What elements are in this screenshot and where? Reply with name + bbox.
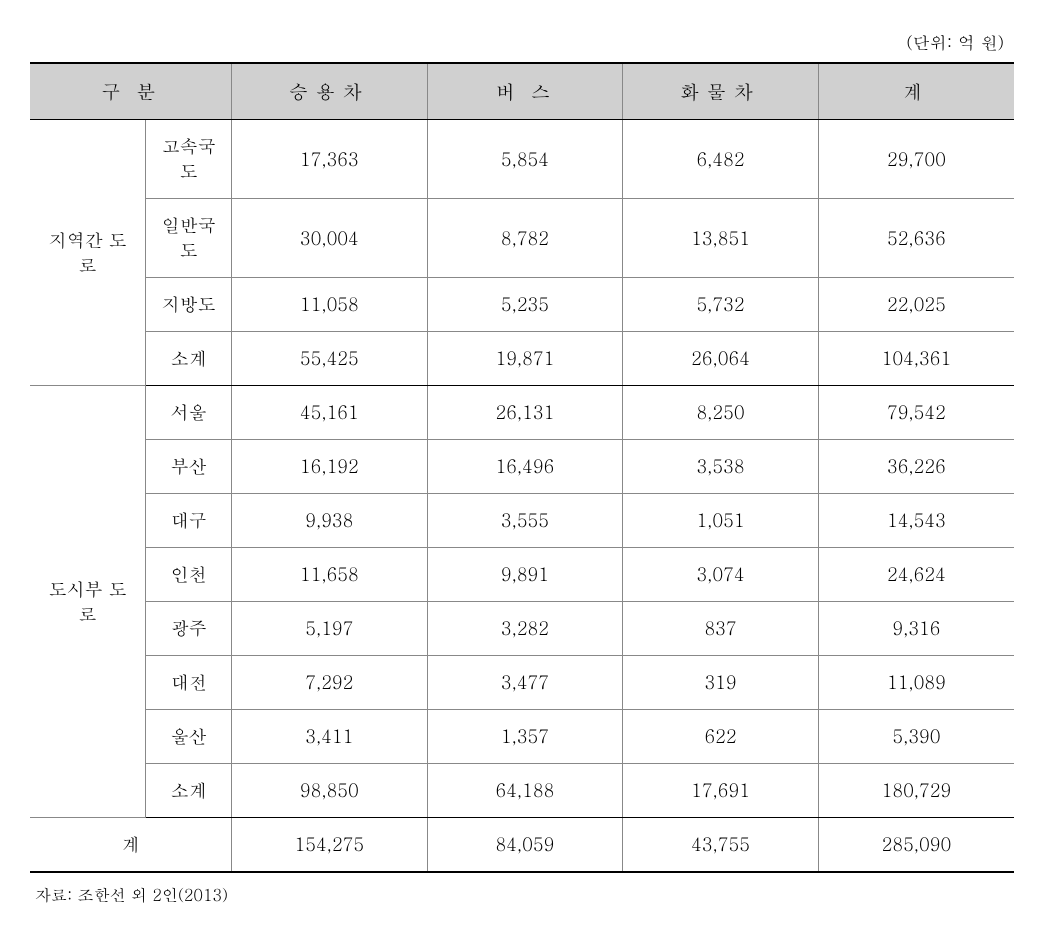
cell-value: 180,729 <box>818 764 1014 818</box>
cell-value: 5,235 <box>427 278 623 332</box>
cell-value: 16,496 <box>427 440 623 494</box>
cell-value: 285,090 <box>818 818 1014 873</box>
row-label: 대전 <box>146 656 232 710</box>
cell-value: 55,425 <box>232 332 428 386</box>
table-row: 부산 16,192 16,496 3,538 36,226 <box>30 440 1014 494</box>
cell-value: 11,658 <box>232 548 428 602</box>
row-label: 광주 <box>146 602 232 656</box>
cell-value: 36,226 <box>818 440 1014 494</box>
row-label: 소계 <box>146 332 232 386</box>
header-col3: 화물차 <box>623 63 819 120</box>
total-label: 계 <box>30 818 232 873</box>
row-label: 인천 <box>146 548 232 602</box>
cell-value: 98,850 <box>232 764 428 818</box>
header-row: 구분 승용차 버스 화물차 계 <box>30 63 1014 120</box>
cell-value: 3,477 <box>427 656 623 710</box>
cell-value: 84,059 <box>427 818 623 873</box>
cell-value: 3,555 <box>427 494 623 548</box>
cell-value: 29,700 <box>818 120 1014 199</box>
cell-value: 64,188 <box>427 764 623 818</box>
cell-value: 17,691 <box>623 764 819 818</box>
cell-value: 13,851 <box>623 199 819 278</box>
table-row-subtotal: 소계 55,425 19,871 26,064 104,361 <box>30 332 1014 386</box>
cell-value: 1,357 <box>427 710 623 764</box>
cell-value: 3,538 <box>623 440 819 494</box>
row-label: 울산 <box>146 710 232 764</box>
cell-value: 6,482 <box>623 120 819 199</box>
data-table: 구분 승용차 버스 화물차 계 지역간 도로 고속국도 17,363 5,854… <box>30 62 1014 873</box>
row-label: 서울 <box>146 386 232 440</box>
header-category: 구분 <box>30 63 232 120</box>
cell-value: 14,543 <box>818 494 1014 548</box>
cell-value: 154,275 <box>232 818 428 873</box>
cell-value: 16,192 <box>232 440 428 494</box>
row-label: 소계 <box>146 764 232 818</box>
table-body: 지역간 도로 고속국도 17,363 5,854 6,482 29,700 일반… <box>30 120 1014 873</box>
table-row: 일반국도 30,004 8,782 13,851 52,636 <box>30 199 1014 278</box>
cell-value: 11,058 <box>232 278 428 332</box>
cell-value: 22,025 <box>818 278 1014 332</box>
cell-value: 24,624 <box>818 548 1014 602</box>
cell-value: 52,636 <box>818 199 1014 278</box>
cell-value: 1,051 <box>623 494 819 548</box>
table-row: 광주 5,197 3,282 837 9,316 <box>30 602 1014 656</box>
table-row: 대전 7,292 3,477 319 11,089 <box>30 656 1014 710</box>
header-col2: 버스 <box>427 63 623 120</box>
unit-label: (단위: 억 원) <box>30 30 1014 54</box>
header-col4: 계 <box>818 63 1014 120</box>
cell-value: 622 <box>623 710 819 764</box>
table-row: 지역간 도로 고속국도 17,363 5,854 6,482 29,700 <box>30 120 1014 199</box>
cell-value: 5,390 <box>818 710 1014 764</box>
cell-value: 19,871 <box>427 332 623 386</box>
table-row-total: 계 154,275 84,059 43,755 285,090 <box>30 818 1014 873</box>
cell-value: 9,938 <box>232 494 428 548</box>
table-row-subtotal: 소계 98,850 64,188 17,691 180,729 <box>30 764 1014 818</box>
cell-value: 3,282 <box>427 602 623 656</box>
cell-value: 8,782 <box>427 199 623 278</box>
cell-value: 3,074 <box>623 548 819 602</box>
cell-value: 5,854 <box>427 120 623 199</box>
cell-value: 319 <box>623 656 819 710</box>
cell-value: 43,755 <box>623 818 819 873</box>
table-row: 대구 9,938 3,555 1,051 14,543 <box>30 494 1014 548</box>
row-label: 지방도 <box>146 278 232 332</box>
cell-value: 45,161 <box>232 386 428 440</box>
cell-value: 79,542 <box>818 386 1014 440</box>
row-label: 고속국도 <box>146 120 232 199</box>
cell-value: 11,089 <box>818 656 1014 710</box>
cell-value: 9,891 <box>427 548 623 602</box>
cell-value: 5,197 <box>232 602 428 656</box>
row-label: 대구 <box>146 494 232 548</box>
header-col1: 승용차 <box>232 63 428 120</box>
table-row: 인천 11,658 9,891 3,074 24,624 <box>30 548 1014 602</box>
table-row: 지방도 11,058 5,235 5,732 22,025 <box>30 278 1014 332</box>
cell-value: 104,361 <box>818 332 1014 386</box>
cell-value: 17,363 <box>232 120 428 199</box>
cell-value: 837 <box>623 602 819 656</box>
row-label: 일반국도 <box>146 199 232 278</box>
cell-value: 26,064 <box>623 332 819 386</box>
cell-value: 5,732 <box>623 278 819 332</box>
cell-value: 30,004 <box>232 199 428 278</box>
table-row: 울산 3,411 1,357 622 5,390 <box>30 710 1014 764</box>
cell-value: 8,250 <box>623 386 819 440</box>
cell-value: 7,292 <box>232 656 428 710</box>
source-note: 자료: 조한선 외 2인(2013) <box>30 883 1014 906</box>
row-label: 부산 <box>146 440 232 494</box>
cell-value: 26,131 <box>427 386 623 440</box>
table-row: 도시부 도로 서울 45,161 26,131 8,250 79,542 <box>30 386 1014 440</box>
group-label: 지역간 도로 <box>30 120 146 386</box>
group-label: 도시부 도로 <box>30 386 146 818</box>
cell-value: 3,411 <box>232 710 428 764</box>
cell-value: 9,316 <box>818 602 1014 656</box>
